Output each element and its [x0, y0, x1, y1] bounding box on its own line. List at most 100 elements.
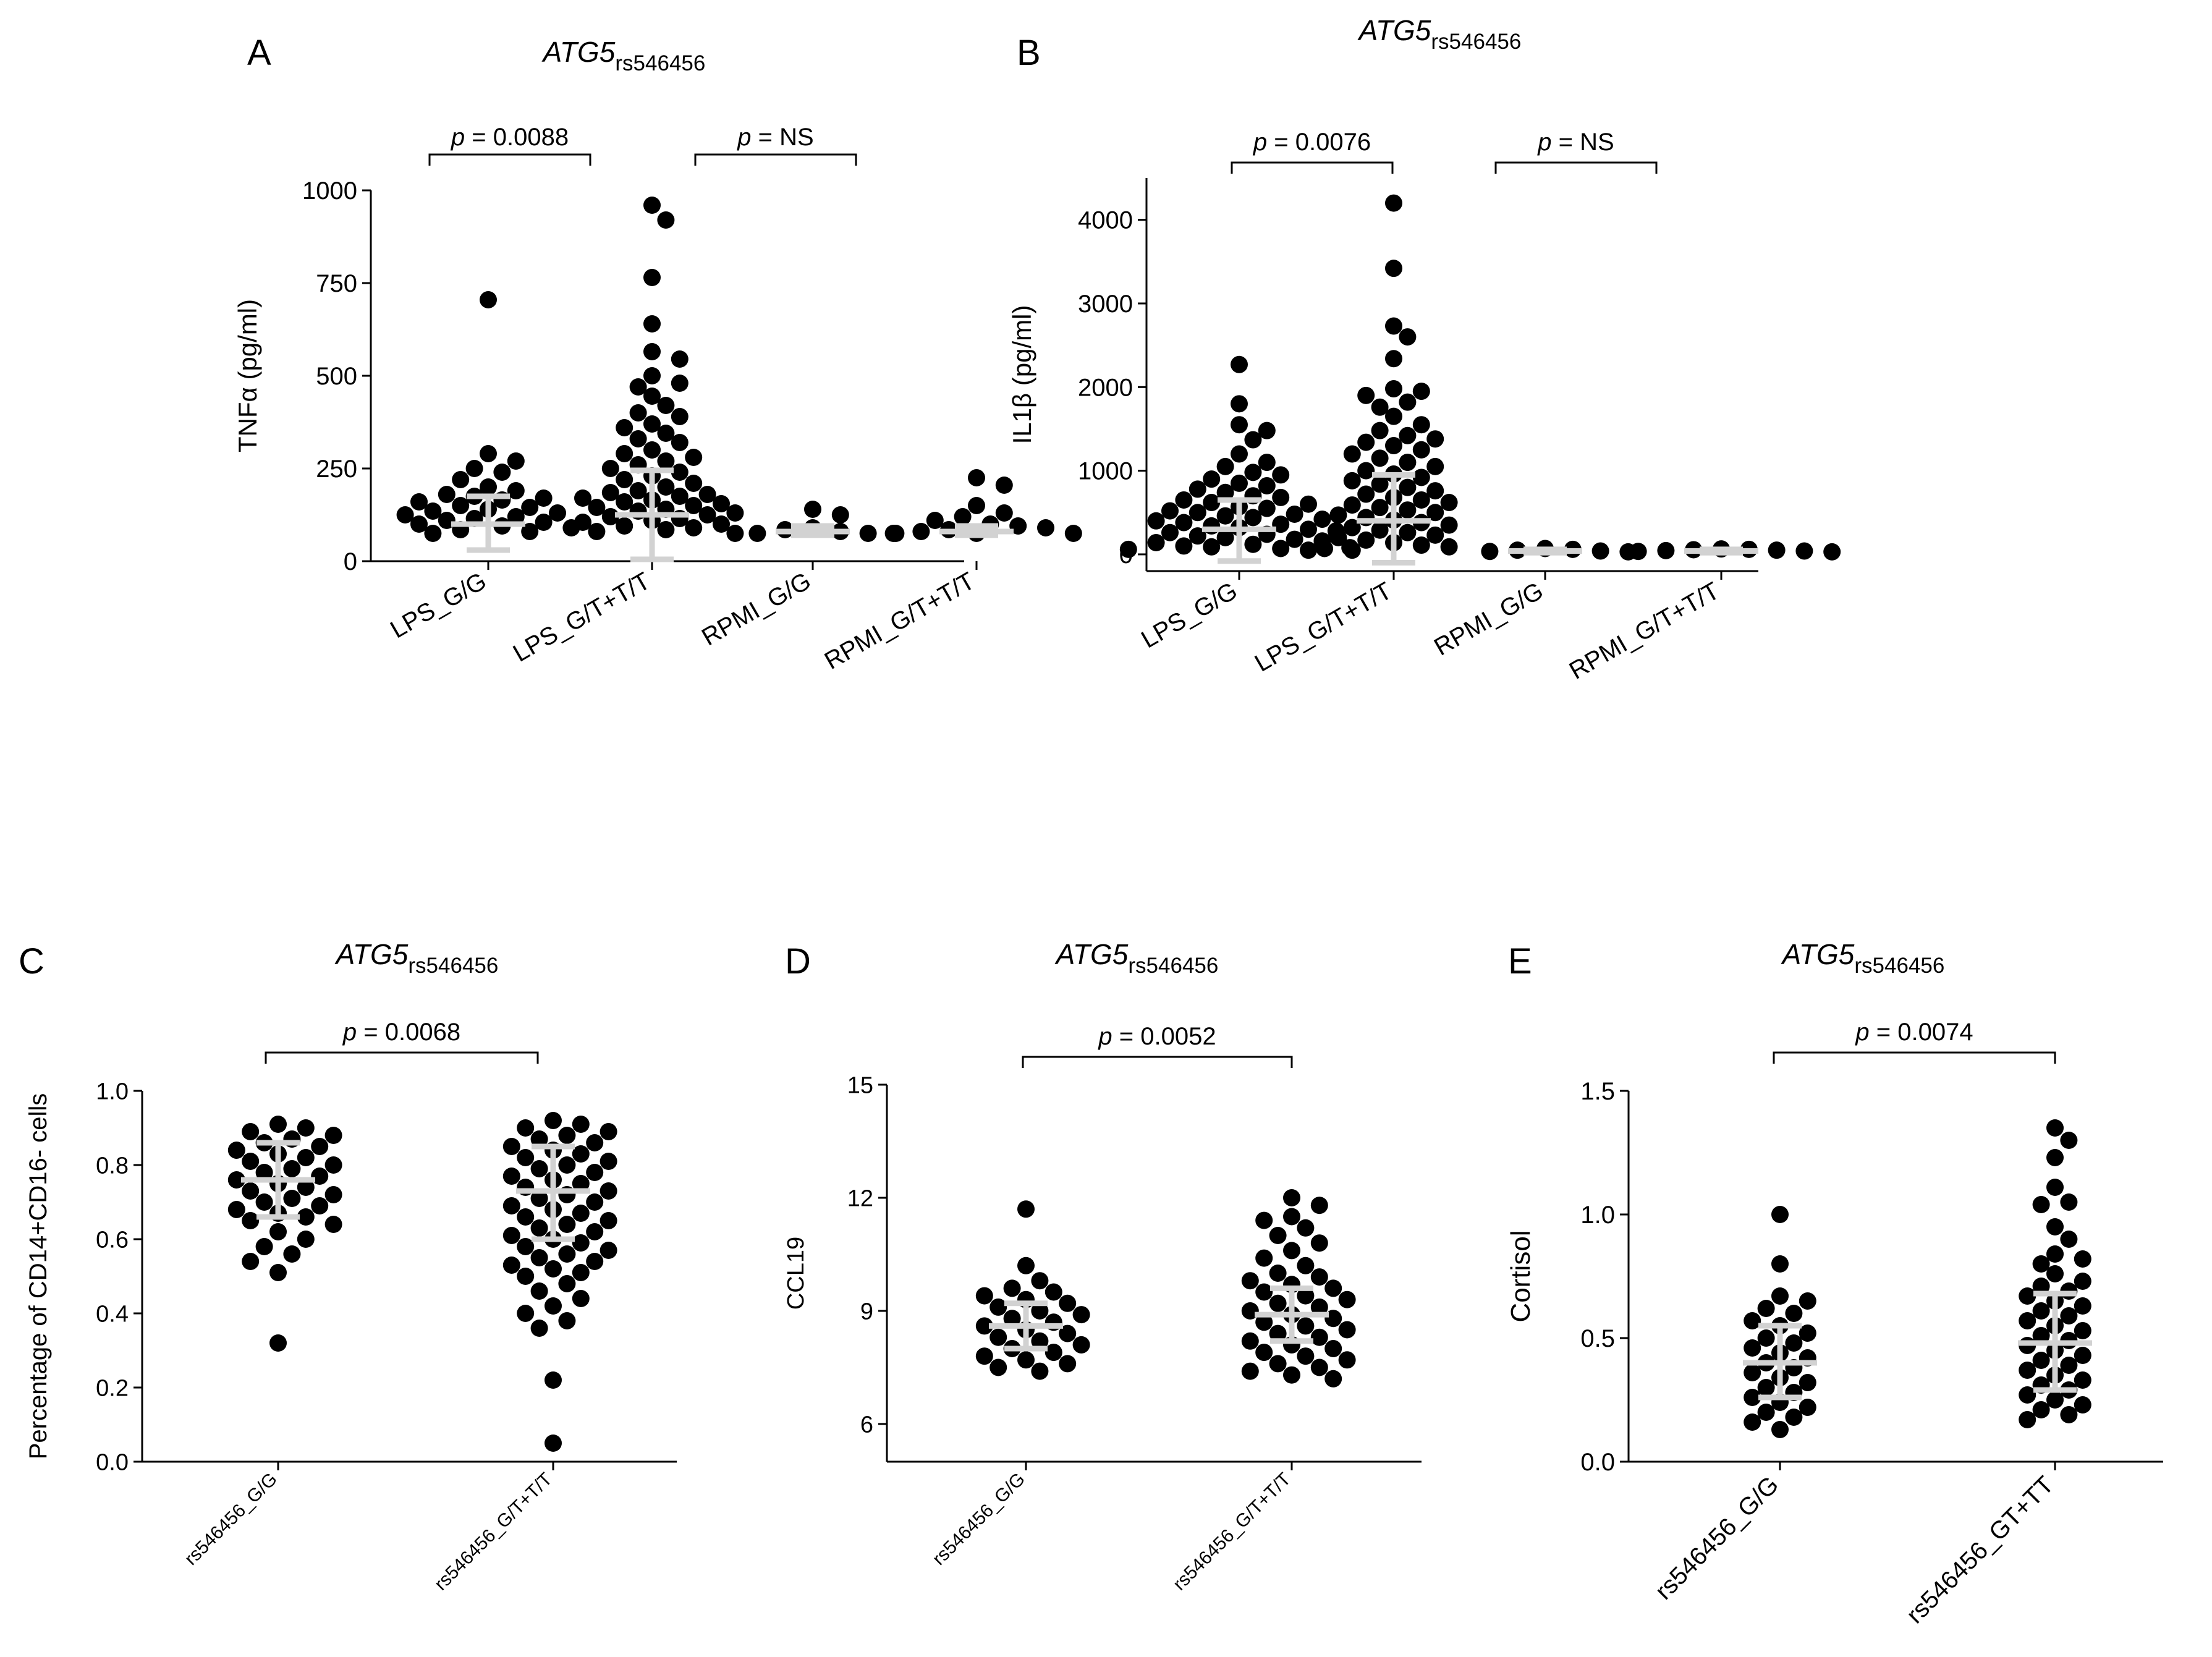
data-point	[1258, 499, 1276, 517]
panel-a: A ATG5rs546456 0 250 500 750 1000 TNFα (pg/ml) L…	[233, 33, 1082, 675]
data-point	[2074, 1297, 2091, 1315]
p-value-label: p = 0.0052	[1098, 1023, 1216, 1050]
y-tick-label: 6	[860, 1412, 873, 1438]
data-point	[1481, 543, 1499, 561]
data-point	[480, 445, 497, 462]
p-equals: =	[465, 124, 493, 151]
data-point	[1017, 1351, 1035, 1369]
data-point	[1216, 528, 1234, 546]
data-point	[572, 1290, 590, 1307]
data-point	[269, 1264, 287, 1281]
data-point	[685, 475, 703, 492]
data-point	[227, 1201, 245, 1218]
data-point	[521, 499, 539, 516]
series-RPMI_G/G	[1481, 540, 1637, 561]
data-point	[1045, 1283, 1062, 1301]
data-point	[713, 495, 730, 512]
data-point	[502, 1227, 520, 1244]
data-point	[975, 1317, 993, 1335]
data-point	[1757, 1404, 1775, 1421]
data-point	[685, 497, 703, 514]
data-point	[1385, 350, 1402, 368]
data-point	[2032, 1278, 2050, 1295]
data-point	[1297, 1347, 1315, 1365]
data-point	[502, 1197, 520, 1214]
data-point	[517, 1268, 535, 1285]
data-point	[517, 1149, 535, 1166]
data-point	[530, 1282, 548, 1300]
data-point	[726, 504, 744, 522]
panel-title: ATG5rs546456	[1781, 938, 1945, 978]
data-point	[1316, 540, 1333, 557]
data-point	[831, 506, 849, 523]
data-point	[588, 499, 606, 516]
title-snp: rs546456	[1128, 954, 1218, 978]
data-point	[1440, 516, 1458, 534]
p-value-label: p = 0.0074	[1855, 1019, 1973, 1046]
y-tick-label: 0.0	[96, 1449, 129, 1475]
y-tick-label: 0	[344, 548, 357, 575]
panel-letter: D	[785, 941, 811, 981]
data-point	[1297, 1317, 1315, 1335]
data-point	[530, 1160, 548, 1177]
data-point	[269, 1223, 287, 1240]
series-LPS_G/T+T/T	[574, 197, 744, 562]
x-category-label: rs546456_G/G	[928, 1469, 1028, 1569]
data-point	[629, 404, 647, 422]
p-value-label: p = NS	[1537, 129, 1614, 156]
y-tick-label: 0.2	[96, 1375, 129, 1401]
data-point	[324, 1156, 342, 1174]
data-point	[438, 512, 456, 529]
data-point	[545, 1371, 562, 1389]
p-equals: =	[1267, 129, 1295, 156]
data-point	[1771, 1287, 1789, 1305]
x-category-label: LPS_G/G	[1137, 577, 1242, 654]
data-point	[517, 1119, 535, 1137]
data-point	[968, 469, 985, 486]
data-point	[2046, 1265, 2064, 1282]
significance-bracket	[694, 153, 857, 166]
data-point	[586, 1253, 604, 1270]
data-point	[2060, 1193, 2078, 1211]
data-point	[558, 1156, 576, 1174]
panel-title: ATG5rs546456	[1054, 938, 1219, 978]
title-snp: rs546456	[408, 954, 498, 978]
data-point	[1255, 1249, 1273, 1267]
data-point	[616, 517, 634, 535]
data-point	[2019, 1312, 2036, 1329]
data-point	[1357, 485, 1375, 503]
y-tick-label: 1.0	[1580, 1201, 1615, 1229]
p-value-label: p = 0.0068	[342, 1019, 460, 1046]
data-point	[671, 375, 689, 392]
data-point	[1744, 1364, 1761, 1381]
data-point	[1203, 494, 1221, 512]
data-point	[1399, 501, 1417, 519]
series-RPMI_G/T+T/T	[884, 469, 1082, 542]
data-point	[1343, 519, 1361, 536]
data-point	[452, 471, 470, 488]
data-point	[2032, 1401, 2050, 1418]
p-symbol: p	[1098, 1023, 1112, 1050]
data-point	[629, 378, 647, 396]
y-axis-label: Percentage of CD14+CD16- cells	[25, 1093, 52, 1460]
data-point	[1426, 430, 1444, 448]
data-point	[1324, 1310, 1342, 1328]
data-point	[586, 1164, 604, 1181]
data-point	[1399, 454, 1417, 472]
y-tick-label: 0.6	[96, 1227, 129, 1253]
data-point	[1216, 507, 1234, 525]
data-point	[1329, 528, 1347, 546]
data-point	[1272, 540, 1290, 557]
data-point	[297, 1231, 315, 1248]
data-point	[1064, 525, 1082, 542]
data-point	[1255, 1313, 1273, 1331]
series-rs546456_G/G	[1743, 1206, 1817, 1438]
p-value-label: p = 0.0088	[451, 124, 569, 151]
data-point	[1768, 541, 1786, 559]
x-category-label: LPS_G/T+T/T	[509, 567, 655, 667]
data-point	[535, 489, 553, 507]
data-point	[1009, 517, 1027, 535]
data-point	[1283, 1189, 1300, 1206]
data-point	[545, 1297, 562, 1315]
data-point	[255, 1193, 273, 1211]
